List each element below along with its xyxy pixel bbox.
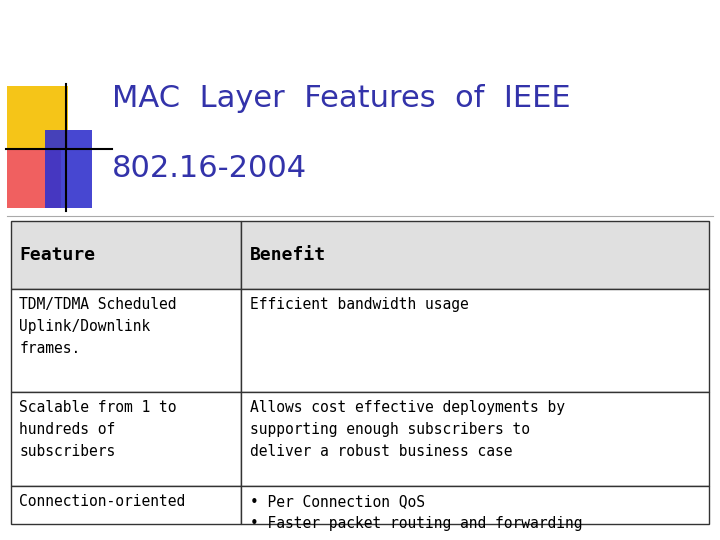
Bar <box>7 86 68 148</box>
Bar <box>241 221 709 289</box>
Text: Allows cost effective deployments by
supporting enough subscribers to
deliver a : Allows cost effective deployments by sup… <box>250 400 565 459</box>
Text: Scalable from 1 to
hundreds of
subscribers: Scalable from 1 to hundreds of subscribe… <box>19 400 177 459</box>
Bar <box>11 289 241 392</box>
Bar <box>241 289 709 392</box>
Text: • Per Connection QoS
• Faster packet routing and forwarding: • Per Connection QoS • Faster packet rou… <box>250 494 582 531</box>
Text: 802.16-2004: 802.16-2004 <box>112 154 307 183</box>
Bar <box>11 486 241 524</box>
Bar <box>241 392 709 486</box>
Bar <box>45 130 92 208</box>
Text: Efficient bandwidth usage: Efficient bandwidth usage <box>250 297 469 312</box>
Bar <box>11 221 241 289</box>
Text: Connection-oriented: Connection-oriented <box>19 494 186 509</box>
Text: Benefit: Benefit <box>250 246 326 264</box>
Text: MAC  Layer  Features  of  IEEE: MAC Layer Features of IEEE <box>112 84 570 113</box>
Text: TDM/TDMA Scheduled
Uplink/Downlink
frames.: TDM/TDMA Scheduled Uplink/Downlink frame… <box>19 297 177 356</box>
Bar <box>241 486 709 524</box>
Bar <box>11 392 241 486</box>
Text: Feature: Feature <box>19 246 96 264</box>
Bar <box>7 146 61 208</box>
